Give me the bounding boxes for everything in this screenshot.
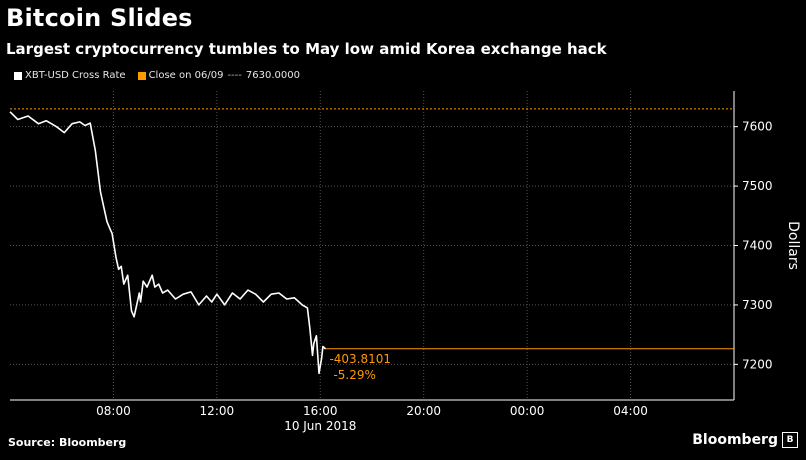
legend: XBT-USD Cross Rate Close on 06/09 ---- 7… [14, 70, 300, 81]
y-tick-label: 7200 [742, 357, 773, 371]
chart-title: Bitcoin Slides [6, 4, 193, 32]
y-tick-label: 7500 [742, 179, 773, 193]
legend-close-dashes: ---- [227, 70, 242, 81]
x-tick-label: 20:00 [406, 404, 441, 418]
chart-subtitle: Largest cryptocurrency tumbles to May lo… [6, 40, 607, 58]
x-tick-label: 00:00 [510, 404, 545, 418]
y-tick-label: 7400 [742, 239, 773, 253]
legend-swatch-series [14, 71, 22, 80]
y-axis-title: Dollars [785, 221, 801, 270]
brand-logo: Bloomberg B [692, 432, 798, 448]
change-percent-label: -5.29% [333, 368, 375, 382]
legend-swatch-close [137, 71, 146, 80]
x-date-label: 10 Jun 2018 [284, 419, 356, 433]
x-tick-label: 16:00 [303, 404, 338, 418]
x-tick-label: 04:00 [613, 404, 648, 418]
source-note: Source: Bloomberg [8, 436, 127, 449]
brand-badge-icon: B [782, 432, 798, 448]
legend-series-label: XBT-USD Cross Rate [25, 70, 126, 81]
brand-name: Bloomberg [692, 432, 778, 448]
legend-close-label: Close on 06/09 [148, 70, 224, 81]
y-tick-label: 7600 [742, 120, 773, 134]
y-tick-label: 7300 [742, 298, 773, 312]
x-tick-label: 12:00 [200, 404, 235, 418]
change-value-label: -403.8101 [329, 352, 391, 366]
x-tick-label: 08:00 [96, 404, 131, 418]
series-line [9, 111, 327, 375]
legend-close-value: 7630.0000 [245, 70, 300, 81]
